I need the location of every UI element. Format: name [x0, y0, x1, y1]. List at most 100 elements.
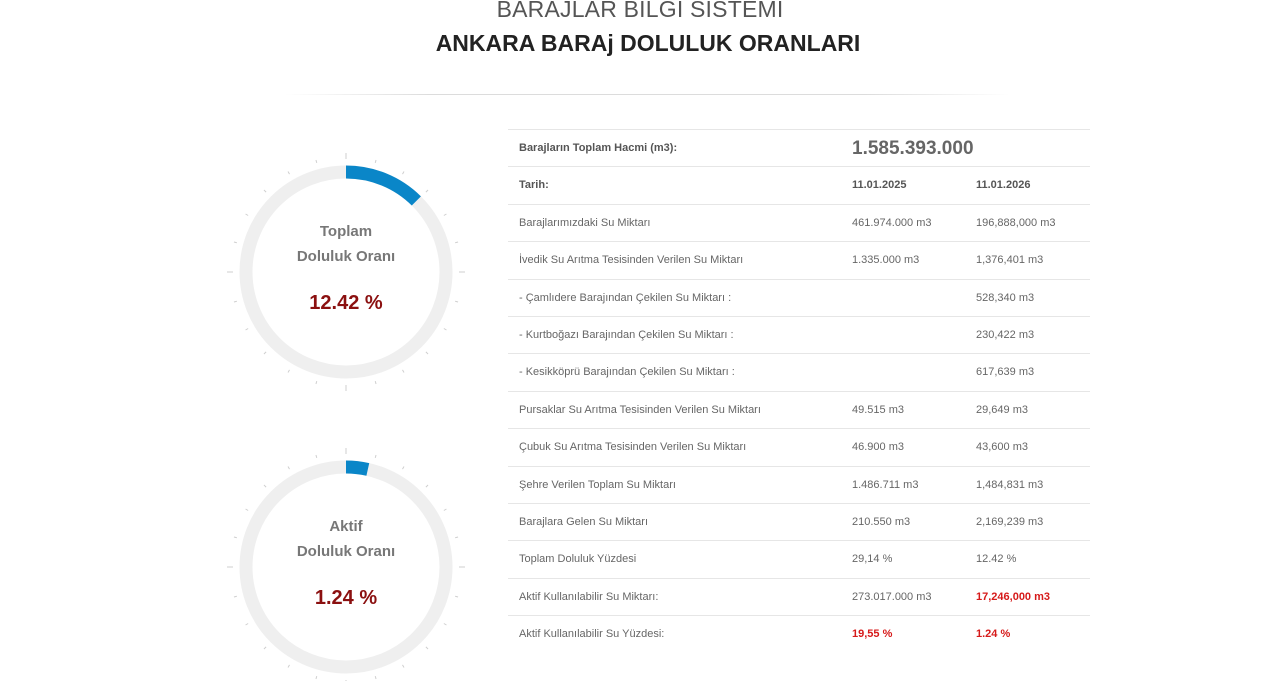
gauge-tick: [233, 536, 237, 539]
gauge-tick: [245, 328, 249, 331]
date-row: Tarih: 11.01.2025 11.01.2026: [508, 166, 1090, 203]
row-label: Pursaklar Su Arıtma Tesisinden Verilen S…: [519, 403, 761, 416]
row-label: İvedik Su Arıtma Tesisinden Verilen Su M…: [519, 254, 744, 267]
table-row: Çubuk Su Arıtma Tesisinden Verilen Su Mi…: [508, 428, 1090, 465]
gauge-tick: [287, 171, 290, 175]
gauge-tick: [425, 189, 429, 193]
value-b: 12.42 %: [976, 553, 1017, 566]
gauge-track: [239, 460, 453, 674]
date-label: Tarih:: [519, 179, 549, 192]
gauge-value: 1.24 %: [314, 587, 378, 609]
gauge-tick: [402, 369, 405, 373]
gauge-tick: [443, 508, 447, 511]
gauge-tick: [263, 189, 267, 193]
gauge-tick: [263, 484, 267, 488]
gauge-tick: [402, 171, 405, 175]
gauge-tick: [287, 664, 290, 668]
value-a: 210.550 m3: [852, 515, 911, 528]
gauge-label-line1: Toplam: [319, 223, 373, 240]
dam-data-table: Barajların Toplam Hacmi (m3): 1.585.393.…: [508, 129, 1090, 652]
gauge-tick: [455, 300, 459, 303]
gauge-tick: [425, 484, 429, 488]
table-row: Şehre Verilen Toplam Su Miktarı 1.486.711…: [508, 465, 1090, 503]
total-volume-row: Barajların Toplam Hacmi (m3): 1.585.393.…: [508, 129, 1090, 166]
gauge-value: 12.42 %: [309, 292, 383, 314]
value-b: 1,484,831 m3: [976, 478, 1044, 491]
gauge-tick: [287, 369, 290, 373]
row-label: - Çamlıdere Barajından Çekilen Su Miktar…: [519, 291, 732, 304]
gauge-tick: [263, 351, 267, 355]
gauge-tick: [315, 676, 318, 680]
gauge-tick: [245, 623, 249, 626]
gauge-tick: [443, 328, 447, 331]
gauge-tick: [315, 159, 318, 163]
table-row: Toplam Doluluk Yüzdesi 29,14 % 12.42 %: [508, 540, 1090, 577]
gauge-tick: [425, 351, 429, 355]
row-label: Barajlarımızdaki Su Miktarı: [519, 216, 651, 229]
gauge-tick: [374, 159, 377, 163]
value-b: 29,649 m3: [976, 403, 1028, 416]
value-b: 196,888,000 m3: [976, 216, 1056, 229]
table-row: Barajlara Gelen Su Miktarı 210.550 m3 2,16…: [508, 502, 1090, 540]
gauge-tick: [263, 646, 267, 650]
value-b: 17,246,000 m3: [976, 590, 1051, 603]
date-a: 11.01.2025: [852, 179, 907, 192]
table-row: Aktif Kullanılabilir Su Yüzdesi: 19,55 % 1…: [508, 615, 1090, 652]
value-a: 1.335.000 m3: [852, 254, 920, 267]
row-label: - Kesikköprü Barajından Çekilen Su Mikta…: [519, 366, 735, 379]
gauge-tick: [287, 466, 290, 470]
active-fill-gauge: Aktif Doluluk Oranı 1.24 %: [226, 447, 466, 681]
gauge-tick: [455, 595, 459, 598]
row-label: Şehre Verilen Toplam Su Miktarı: [519, 478, 676, 491]
total-volume-label: Barajların Toplam Hacmi (m3):: [519, 142, 678, 154]
gauge-tick: [443, 213, 447, 216]
table-row: - Kurtboğazı Barajından Çekilen Su Mikta…: [508, 315, 1090, 353]
value-a: 46.900 m3: [852, 441, 904, 454]
date-b: 11.01.2026: [976, 179, 1031, 192]
gauge-tick: [374, 676, 377, 680]
value-b: 2,169,239 m3: [976, 515, 1044, 528]
value-b: 1.24 %: [976, 628, 1011, 641]
value-a: 273.017.000 m3: [852, 590, 932, 603]
row-label: Aktif Kullanılabilir Su Yüzdesi:: [519, 628, 665, 641]
gauge-tick: [233, 241, 237, 244]
gauge-label-line2: Doluluk Oranı: [296, 543, 396, 560]
table-row: - Kesikköprü Barajından Çekilen Su Mikta…: [508, 353, 1090, 390]
gauge-label-line2: Doluluk Oranı: [296, 248, 396, 265]
value-a: 19,55 %: [852, 628, 893, 641]
value-a: 49.515 m3: [852, 403, 904, 416]
row-label: Toplam Doluluk Yüzdesi: [519, 553, 637, 566]
table-body: Barajlarımızdaki Su Miktarı 461.974.000 m…: [508, 203, 1090, 653]
row-label: Çubuk Su Arıtma Tesisinden Verilen Su Mi…: [519, 441, 747, 454]
gauge-fill-arc: [345, 460, 370, 476]
value-b: 230,422 m3: [976, 328, 1035, 341]
total-fill-gauge: Toplam Doluluk Oranı 12.42 %: [226, 152, 466, 392]
value-b: 1,376,401 m3: [976, 254, 1044, 267]
gauge-label-line1: Aktif: [329, 518, 363, 535]
gauge-tick: [245, 213, 249, 216]
value-b: 43,600 m3: [976, 441, 1028, 454]
row-label: Aktif Kullanılabilir Su Miktarı:: [519, 590, 659, 603]
table-row: - Çamlıdere Barajından Çekilen Su Miktar…: [508, 278, 1090, 316]
gauge-tick: [374, 381, 377, 385]
row-label: Barajlara Gelen Su Miktarı: [519, 515, 648, 528]
table-row: Pursaklar Su Arıtma Tesisinden Verilen S…: [508, 390, 1090, 428]
page-title: ANKARA BARAj DOLULUK ORANLARI: [435, 30, 861, 56]
gauge-tick: [233, 595, 237, 598]
table-row: Barajlarımızdaki Su Miktarı 461.974.000 m…: [508, 203, 1090, 241]
value-a: 1.486.711 m3: [852, 478, 919, 491]
gauge-tick: [425, 646, 429, 650]
active-fill-gauge-ring: [227, 448, 465, 681]
gauge-fill-arc: [345, 165, 421, 206]
gauge-tick: [455, 241, 459, 244]
table-row: İvedik Su Arıtma Tesisinden Verilen Su M…: [508, 241, 1090, 278]
gauge-tick: [245, 508, 249, 511]
system-title: BARAJLAR BİLGİ SİSTEMİ: [496, 0, 784, 22]
total-fill-gauge-ring: [227, 153, 465, 391]
value-b: 617,639 m3: [976, 366, 1035, 379]
gauge-track: [239, 165, 453, 379]
row-label: - Kurtboğazı Barajından Çekilen Su Mikta…: [519, 328, 734, 341]
table-row: Aktif Kullanılabilir Su Miktarı: 273.017.…: [508, 577, 1090, 615]
gauge-tick: [233, 300, 237, 303]
gauge-tick: [455, 536, 459, 539]
